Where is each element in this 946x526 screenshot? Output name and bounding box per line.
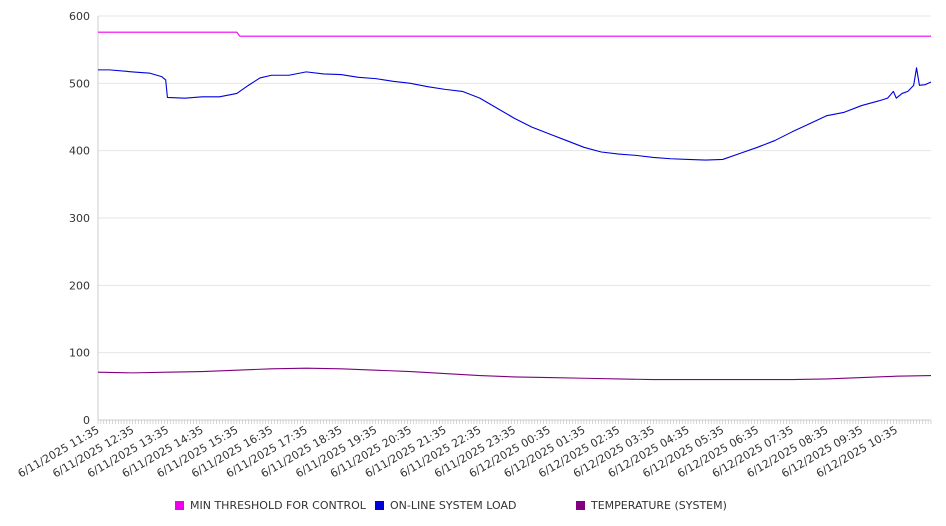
legend-label: MIN THRESHOLD FOR CONTROL bbox=[190, 499, 366, 512]
series-line-1 bbox=[98, 67, 932, 161]
series-lines bbox=[97, 31, 932, 381]
x-minor-ticks bbox=[97, 420, 932, 424]
y-tick-label: 500 bbox=[69, 77, 90, 90]
legend-item[interactable]: MIN THRESHOLD FOR CONTROL bbox=[175, 499, 366, 512]
axes bbox=[97, 16, 932, 424]
legend: MIN THRESHOLD FOR CONTROL ON-LINE SYSTEM … bbox=[0, 499, 946, 517]
legend-label: ON-LINE SYSTEM LOAD bbox=[390, 499, 517, 512]
legend-item[interactable]: TEMPERATURE (SYSTEM) bbox=[576, 499, 727, 512]
series-line-0 bbox=[98, 31, 931, 37]
y-tick-label: 300 bbox=[69, 212, 90, 225]
y-tick-label: 400 bbox=[69, 145, 90, 158]
y-tick-label: 100 bbox=[69, 347, 90, 360]
legend-label: TEMPERATURE (SYSTEM) bbox=[591, 499, 727, 512]
y-tick-label: 0 bbox=[83, 414, 90, 427]
grid-lines bbox=[98, 15, 931, 354]
legend-item[interactable]: ON-LINE SYSTEM LOAD bbox=[375, 499, 516, 512]
legend-swatch bbox=[375, 501, 384, 510]
legend-swatch bbox=[175, 501, 184, 510]
legend-swatch bbox=[576, 501, 585, 510]
y-tick-label: 200 bbox=[69, 279, 90, 292]
y-tick-label: 600 bbox=[69, 10, 90, 23]
series-line-2 bbox=[97, 367, 932, 381]
